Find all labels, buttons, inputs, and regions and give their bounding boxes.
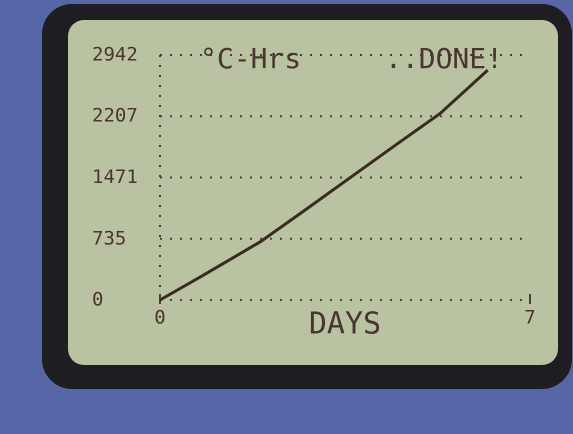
y-tick-label: 2207 (92, 105, 138, 127)
page: °C-Hrs ..DONE! DAYS 073514712207294207 (… (0, 0, 573, 434)
chart: °C-Hrs ..DONE! DAYS 0 735 1471 2207 2942 0 7 (0, 0, 573, 434)
y-tick-label: 1471 (92, 166, 138, 188)
x-axis-label: DAYS (309, 307, 381, 342)
chart-title: °C-Hrs (200, 42, 301, 75)
y-tick-label: 735 (92, 227, 126, 249)
x-tick-label: 0 (154, 307, 165, 329)
y-tick-label: 2942 (92, 44, 138, 66)
y-tick-label: 0 (92, 289, 103, 311)
x-tick-label: 7 (524, 307, 535, 329)
status-text: ..DONE! (385, 42, 503, 75)
